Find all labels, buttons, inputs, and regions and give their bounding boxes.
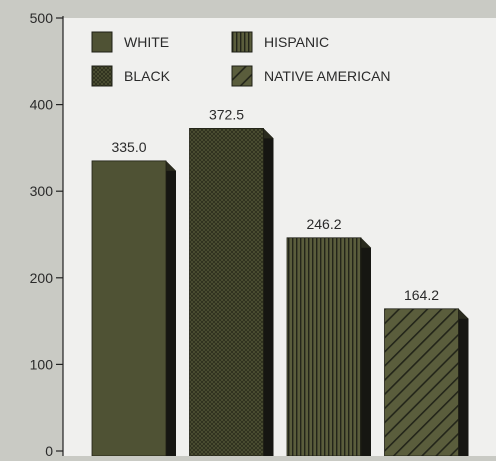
legend-swatch	[91, 65, 113, 87]
bar-face	[189, 128, 264, 457]
bar	[384, 308, 469, 457]
y-tick-label: 500	[30, 10, 54, 26]
bar-face	[384, 308, 459, 457]
bar	[189, 128, 274, 457]
bar-side	[361, 237, 371, 456]
legend-swatch	[231, 65, 253, 87]
legend-swatch	[231, 31, 253, 53]
value-labels: 335.0 372.5 246.2 164.2	[111, 106, 439, 302]
bar-side	[263, 128, 274, 457]
legend-label: HISPANIC	[264, 34, 329, 50]
legend-label: NATIVE AMERICAN	[264, 68, 391, 84]
legend-item: BLACK	[91, 65, 171, 87]
y-tick-label: 0	[45, 443, 53, 456]
legend-item: NATIVE AMERICAN	[231, 65, 391, 87]
y-tick-label: 200	[30, 270, 54, 286]
y-tick-label: 100	[30, 356, 54, 372]
legend-label: BLACK	[124, 68, 171, 84]
y-tick-label: 400	[30, 97, 54, 113]
y-tick-label: 300	[30, 183, 54, 199]
bar-value-label: 246.2	[306, 216, 341, 232]
legend-label: WHITE	[124, 34, 169, 50]
bar	[286, 237, 371, 457]
bar-face	[286, 237, 362, 457]
bar-side	[166, 160, 176, 456]
bars	[91, 128, 469, 457]
legend-item: WHITE	[91, 31, 169, 53]
bar-side	[458, 308, 469, 456]
legend-swatch	[91, 31, 113, 53]
bar-value-label: 372.5	[209, 106, 244, 122]
bar-value-label: 164.2	[404, 287, 439, 303]
bar-face	[91, 160, 167, 457]
bar-value-label: 335.0	[111, 139, 146, 155]
legend-item: HISPANIC	[231, 31, 329, 53]
y-axis: 0 100 200 300 400 500	[30, 10, 64, 459]
bar	[91, 160, 176, 457]
legend: WHITE HISPANIC BLACK NATIVE AMERICAN	[91, 31, 391, 87]
